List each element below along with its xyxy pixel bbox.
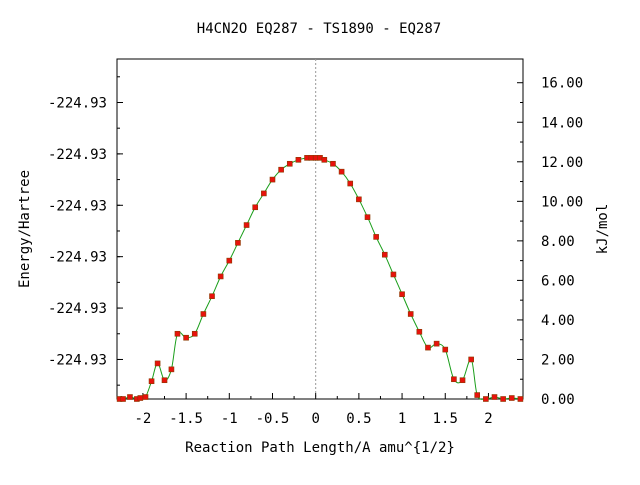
- data-point: [278, 166, 284, 173]
- data-point: [364, 214, 371, 220]
- right-tick-label: 8.00: [541, 234, 575, 250]
- energy-curve: [119, 157, 521, 400]
- y-axis-label-right: kJ/mol: [595, 204, 611, 255]
- data-point: [338, 168, 345, 175]
- data-point: [217, 273, 224, 280]
- data-point: [127, 394, 133, 400]
- data-point: [508, 395, 515, 401]
- data-point: [209, 293, 215, 300]
- x-tick-label: 1: [398, 411, 406, 427]
- x-tick-label: 0.5: [346, 411, 371, 427]
- data-point: [252, 204, 259, 211]
- x-tick-label: 1.5: [433, 411, 458, 427]
- data-point: [120, 396, 126, 402]
- right-tick-label: 10.00: [541, 194, 583, 210]
- data-point: [321, 157, 328, 163]
- right-tick-label: 0.00: [541, 392, 575, 408]
- x-tick-label: -2: [134, 411, 151, 427]
- data-point: [373, 234, 379, 240]
- data-point: [474, 392, 481, 398]
- right-axis-ticks: 0.00 2.00 4.00 6.00 8.00 10.00 12.00 14.00 16.00: [517, 76, 583, 408]
- data-point: [433, 340, 440, 347]
- data-point: [451, 376, 457, 383]
- data-point: [399, 291, 405, 298]
- left-tick-label: -224.93: [48, 147, 107, 163]
- data-point: [142, 394, 149, 400]
- right-tick-label: 6.00: [541, 273, 575, 289]
- data-point: [295, 157, 302, 163]
- data-point: [425, 344, 431, 351]
- left-tick-label: -224.93: [48, 301, 107, 317]
- data-point: [269, 176, 276, 183]
- data-point: [183, 334, 189, 341]
- data-point: [356, 196, 362, 203]
- data-point: [442, 346, 449, 353]
- data-point: [226, 257, 233, 264]
- right-tick-label: 4.00: [541, 313, 575, 329]
- data-point: [235, 240, 241, 246]
- data-point: [416, 328, 423, 335]
- left-tick-label: -224.93: [48, 95, 107, 111]
- data-point: [381, 251, 388, 258]
- x-axis-label: Reaction Path Length/A amu^{1/2}: [185, 440, 455, 456]
- data-point: [286, 160, 293, 167]
- x-tick-label: -1: [221, 411, 238, 427]
- data-point: [148, 378, 155, 385]
- data-point: [200, 311, 207, 317]
- data-point: [243, 222, 250, 228]
- data-point: [347, 180, 354, 187]
- y-axis-label-left: Energy/Hartree: [17, 170, 33, 288]
- data-point: [174, 330, 181, 337]
- data-point: [168, 366, 175, 373]
- data-point: [191, 330, 198, 337]
- left-tick-label: -224.93: [48, 198, 107, 214]
- chart-title: H4CN2O EQ287 - TS1890 - EQ287: [197, 21, 441, 37]
- x-tick-label: -0.5: [256, 411, 290, 427]
- x-tick-label: -1.5: [169, 411, 203, 427]
- x-axis-ticks: -2 -1.5 -1 -0.5 0 0.5 1 1.5 2: [120, 393, 511, 427]
- left-axis-ticks: -224.93 -224.93 -224.93 -224.93 -224.93 -224.…: [48, 76, 123, 386]
- data-point: [491, 394, 498, 400]
- left-tick-label: -224.93: [48, 352, 107, 368]
- right-tick-label: 12.00: [541, 155, 583, 171]
- x-tick-label: 0: [311, 411, 319, 427]
- plot-frame: [116, 58, 524, 400]
- data-point: [517, 396, 524, 402]
- right-tick-label: 16.00: [541, 76, 583, 92]
- right-tick-label: 2.00: [541, 352, 575, 368]
- data-points: [116, 155, 524, 402]
- data-point: [261, 190, 267, 197]
- data-point: [459, 377, 466, 384]
- data-point: [154, 360, 161, 367]
- data-point: [468, 356, 474, 363]
- left-tick-label: -224.93: [48, 250, 107, 266]
- data-point: [390, 271, 397, 278]
- data-point: [161, 377, 168, 384]
- data-point: [330, 160, 336, 167]
- data-point: [137, 395, 144, 401]
- data-point: [407, 311, 414, 317]
- data-point: [500, 396, 506, 402]
- right-tick-label: 14.00: [541, 115, 583, 131]
- data-point: [483, 396, 489, 402]
- x-tick-label: 2: [484, 411, 492, 427]
